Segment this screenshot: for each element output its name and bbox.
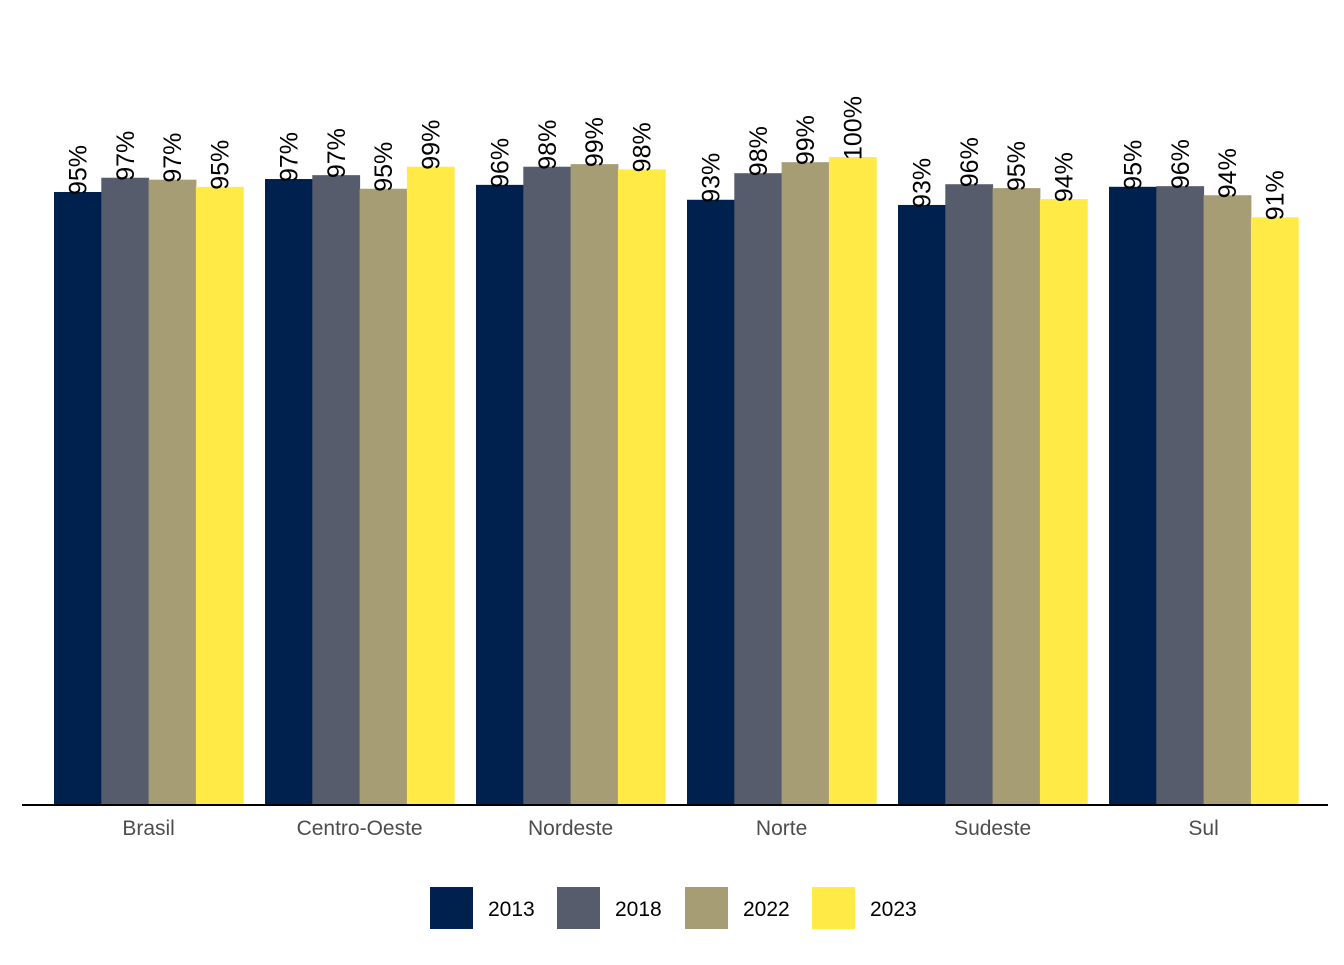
bar-2023-sul — [1250, 217, 1299, 806]
legend-label: 2022 — [743, 898, 790, 921]
data-label: 95% — [1003, 141, 1031, 191]
data-label: 94% — [1051, 152, 1079, 202]
bar-2013-brasil — [54, 191, 102, 805]
bar-2022-centro-oeste — [359, 188, 408, 805]
legend-label: 2018 — [615, 898, 662, 921]
data-label: 96% — [956, 137, 984, 187]
x-axis-ticks: Brasil Centro-Oeste Nordeste Norte Sudeste Su… — [122, 817, 1218, 840]
bar-2023-norte — [828, 157, 877, 805]
bar-2023-brasil — [195, 186, 244, 806]
bar-2022-norte — [781, 162, 830, 805]
data-label: 95% — [207, 140, 235, 190]
data-label: 97% — [276, 132, 304, 182]
bar-2023-centro-oeste — [406, 166, 455, 806]
data-label: 94% — [1214, 148, 1242, 198]
legend: 2013 2018 2022 2023 — [430, 887, 917, 929]
data-label: 98% — [745, 126, 773, 176]
x-tick-label: Nordeste — [528, 817, 613, 840]
bar-2018-brasil — [101, 177, 150, 806]
x-tick-label: Centro-Oeste — [297, 817, 423, 840]
bar-2018-norte — [734, 173, 783, 805]
bar-2018-sudeste — [945, 184, 994, 805]
legend-key-2013 — [430, 887, 473, 929]
bar-2018-sul — [1156, 186, 1205, 805]
legend-key-2022 — [685, 887, 728, 929]
data-label: 96% — [1167, 139, 1195, 189]
data-label: 97% — [112, 131, 140, 181]
legend-label: 2013 — [488, 898, 535, 921]
bar-2018-centro-oeste — [312, 175, 361, 806]
x-tick-label: Sul — [1188, 817, 1218, 840]
bar-2023-sudeste — [1039, 199, 1088, 805]
data-label: 96% — [487, 138, 515, 188]
data-label: 93% — [698, 153, 726, 203]
legend-key-2023 — [812, 887, 855, 929]
bar-2022-nordeste — [570, 164, 619, 806]
data-label: 99% — [792, 115, 820, 165]
data-label: 98% — [534, 120, 562, 170]
data-label: 93% — [909, 158, 937, 208]
x-tick-label: Brasil — [122, 817, 175, 840]
data-label: 95% — [1120, 140, 1148, 190]
data-label: 98% — [629, 122, 657, 172]
x-tick-label: Sudeste — [954, 817, 1031, 840]
data-label: 95% — [370, 142, 398, 192]
bars-layer — [54, 157, 1299, 806]
bar-2022-sudeste — [992, 188, 1041, 805]
data-label: 97% — [159, 133, 187, 183]
legend-key-2018 — [557, 887, 600, 929]
data-label: 97% — [323, 128, 351, 178]
bar-2013-nordeste — [476, 184, 524, 805]
data-label: 95% — [65, 145, 93, 195]
bar-2013-sudeste — [898, 204, 946, 805]
data-label: 91% — [1262, 170, 1290, 220]
bar-2013-norte — [687, 199, 735, 805]
bar-2013-sul — [1109, 186, 1157, 806]
legend-label: 2023 — [870, 898, 917, 921]
bar-2022-sul — [1203, 195, 1252, 805]
data-label: 99% — [418, 120, 446, 170]
data-label: 99% — [581, 117, 609, 167]
data-label: 100% — [840, 96, 868, 160]
x-tick-label: Norte — [756, 817, 807, 840]
bar-2018-nordeste — [523, 166, 572, 806]
bar-2023-nordeste — [617, 169, 666, 805]
bar-2022-brasil — [148, 179, 197, 805]
data-labels-layer: 95% 97% 97% 95% 97% 97% 95% 99% 96% 98% 99% 98% 93% 9… — [65, 96, 1290, 220]
bar-2013-centro-oeste — [265, 179, 313, 806]
